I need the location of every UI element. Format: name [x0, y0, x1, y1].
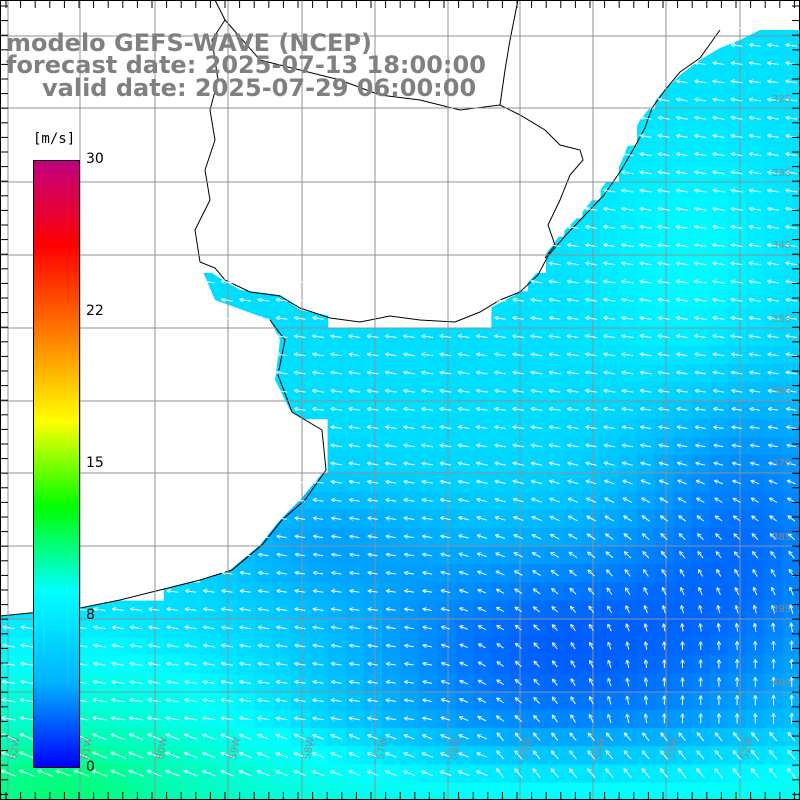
wind-cell — [600, 782, 620, 800]
title-valid-date: valid date: 2025-07-29 06:00:00 — [42, 74, 477, 102]
lat-label: 33S — [772, 168, 791, 179]
wind-cell — [764, 782, 784, 800]
wind-cell — [564, 782, 583, 800]
colorbar-unit: [m/s] — [31, 131, 78, 147]
wind-cell — [782, 782, 800, 800]
wind-cell — [200, 782, 219, 800]
wind-cell — [618, 782, 638, 800]
wind-cell — [546, 782, 565, 800]
wind-cell — [728, 782, 747, 800]
wind-cell — [345, 782, 365, 800]
wind-cell — [637, 782, 656, 800]
wind-cell — [400, 782, 420, 800]
colorbar-tick-0: 0 — [86, 759, 95, 775]
wind-cell — [291, 782, 310, 800]
wind-cell — [418, 782, 438, 800]
lat-label: 34S — [772, 240, 791, 251]
wind-cell — [509, 782, 529, 800]
wind-cell — [273, 782, 292, 800]
wind-cell — [473, 782, 492, 800]
wind-cell — [491, 782, 511, 800]
wind-cell — [655, 782, 674, 800]
lat-label: 32S — [772, 94, 791, 105]
wind-cell — [327, 782, 347, 800]
lat-label: 40S — [772, 678, 791, 689]
wind-cell — [673, 782, 693, 800]
lat-label: 36S — [772, 386, 791, 397]
wind-cell — [746, 782, 765, 800]
lat-label: 38S — [772, 532, 791, 543]
wind-cell — [127, 782, 147, 800]
wind-cell — [109, 782, 128, 800]
lat-label: 39S — [772, 604, 791, 615]
wind-cell — [36, 782, 56, 800]
colorbar — [33, 160, 80, 768]
lat-label: 35S — [772, 314, 791, 325]
wind-cell — [527, 782, 547, 800]
wind-cell — [691, 782, 711, 800]
wind-cell — [0, 782, 19, 800]
lat-label: 37S — [772, 458, 791, 469]
colorbar-tick-8: 8 — [86, 607, 95, 623]
wind-cell — [254, 782, 274, 800]
wind-cell — [72, 782, 92, 800]
wind-cell — [364, 782, 383, 800]
wind-cell — [436, 782, 456, 800]
wind-cell — [582, 782, 602, 800]
colorbar-tick-30: 30 — [86, 151, 104, 167]
wind-cell — [709, 782, 729, 800]
wind-cell — [382, 782, 401, 800]
wind-cell — [455, 782, 474, 800]
wind-cell — [182, 782, 201, 800]
colorbar-tick-15: 15 — [86, 455, 104, 471]
colorbar-tick-22: 22 — [86, 303, 104, 319]
